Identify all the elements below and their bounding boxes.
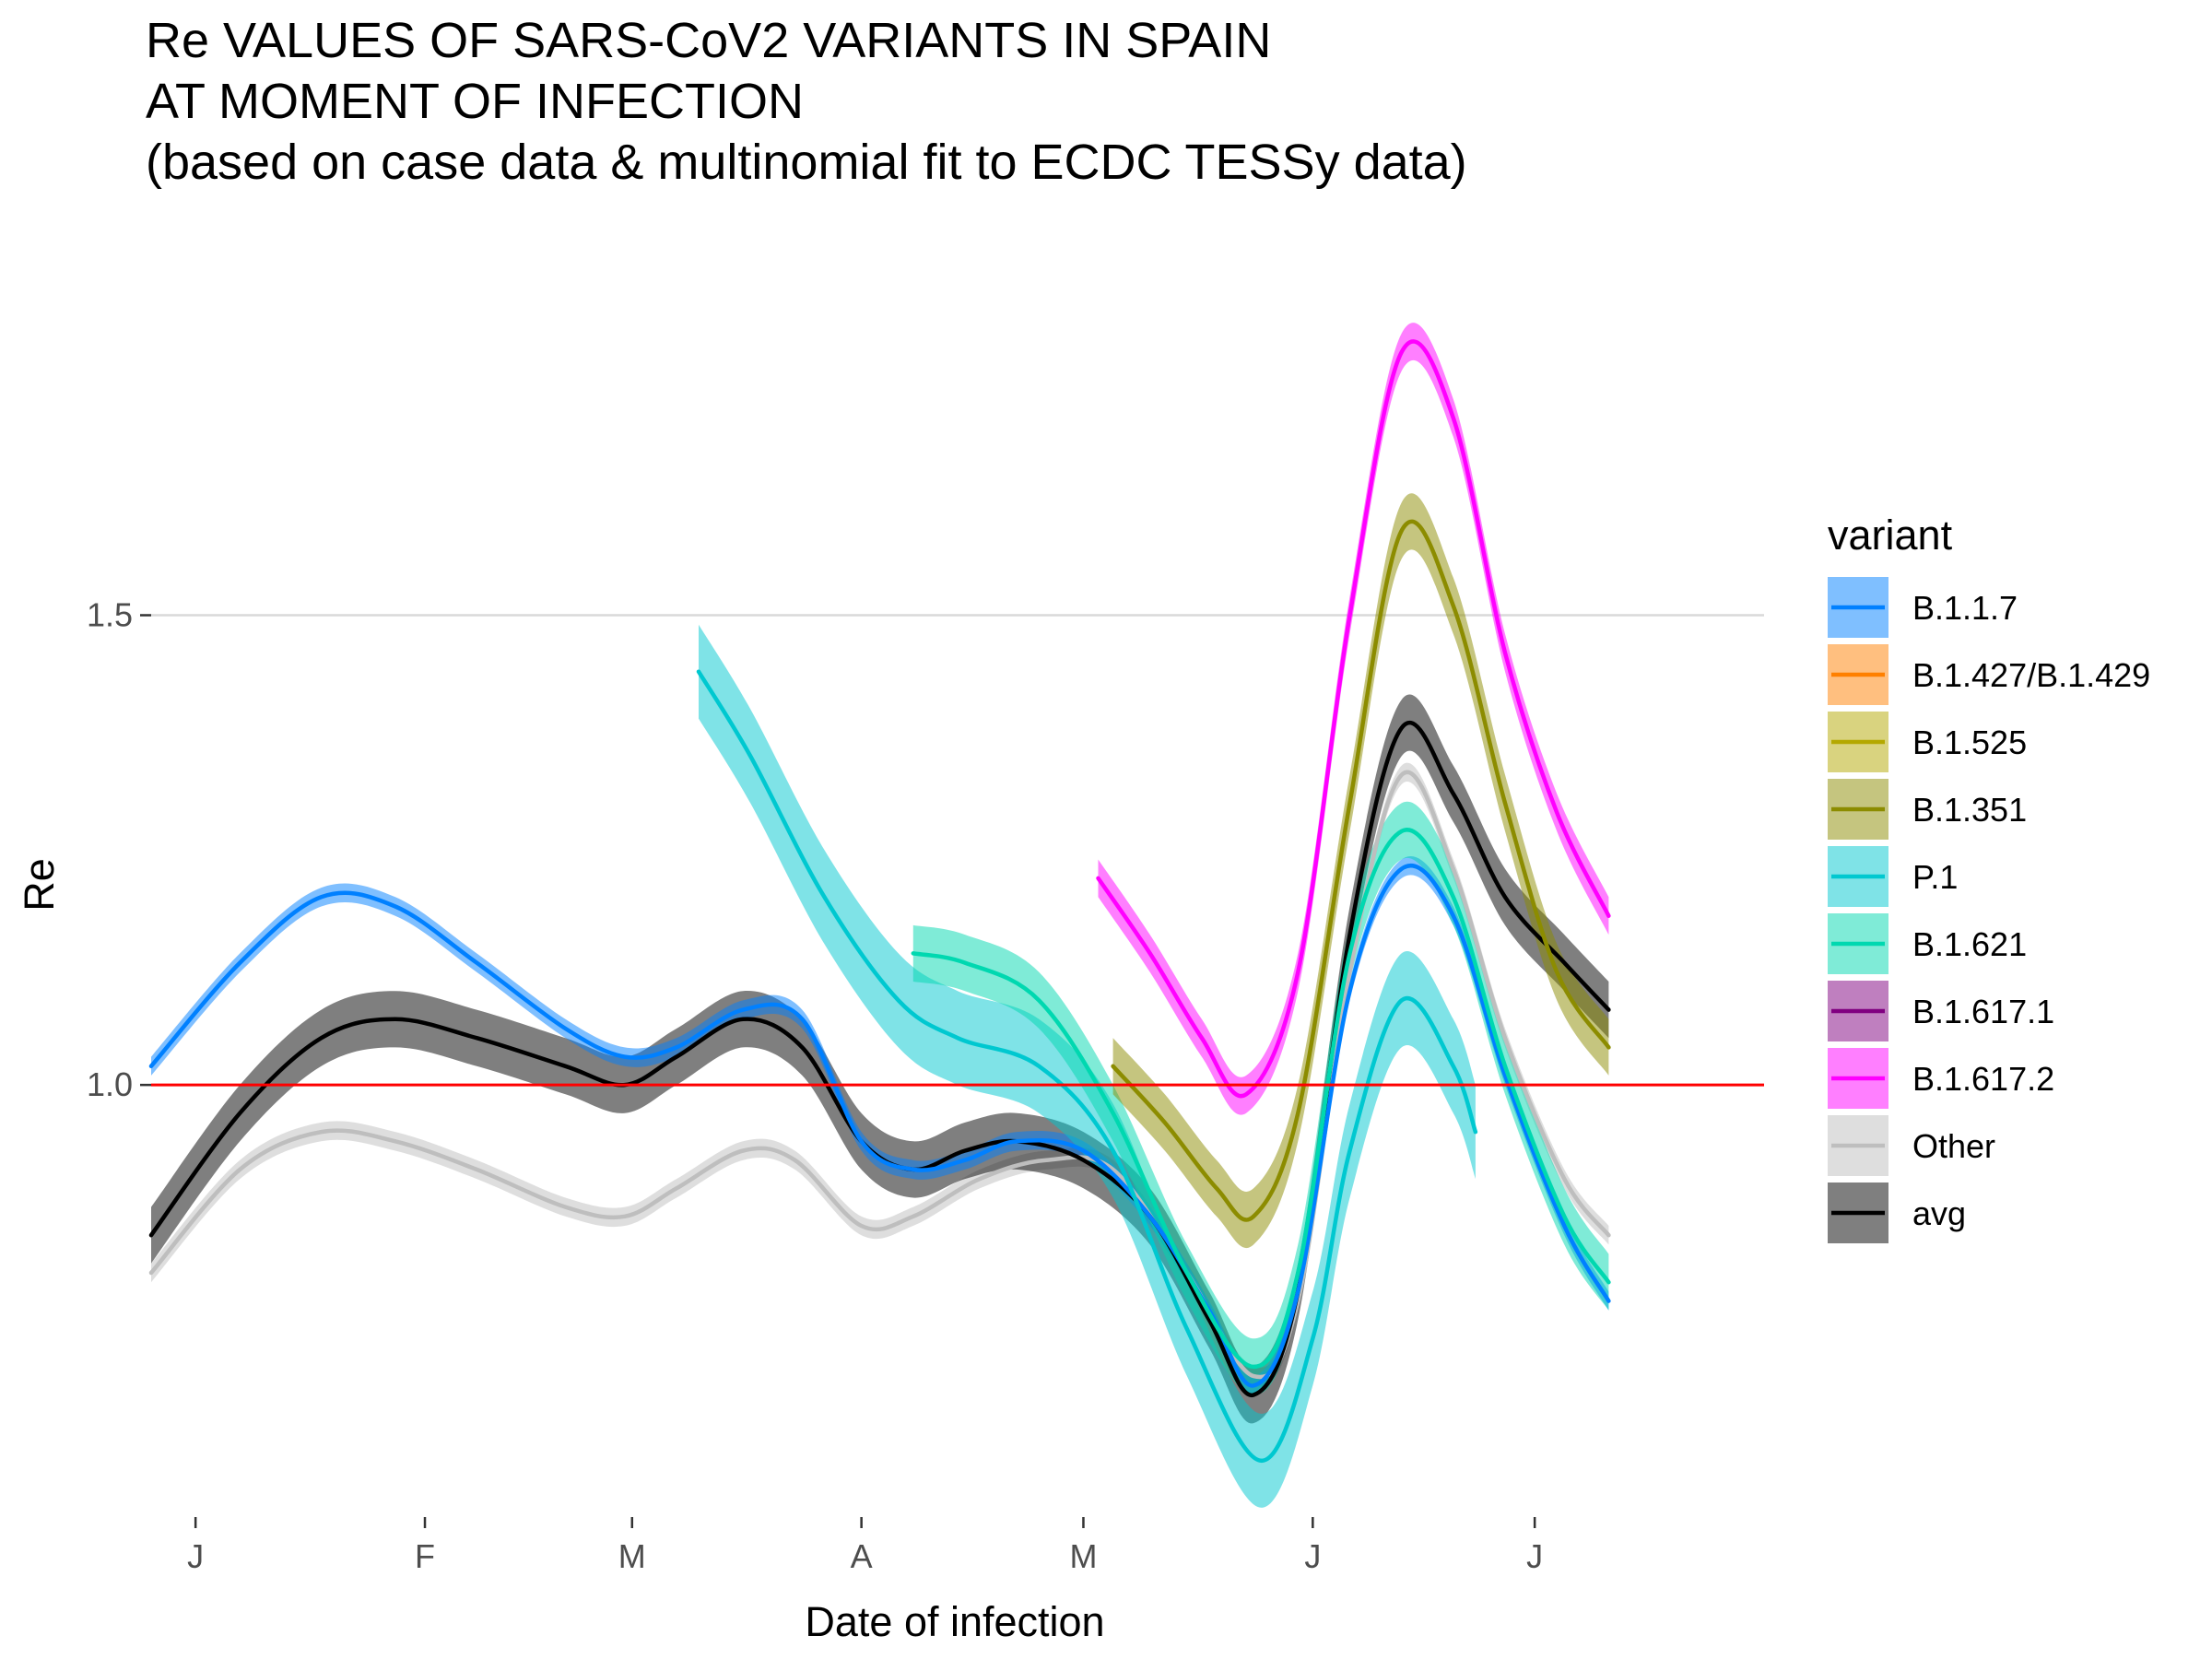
y-tick-label: 1.5 (87, 596, 133, 634)
legend-item-b-1-617-2: B.1.617.2 (1828, 1048, 2054, 1109)
legend-item-p-1: P.1 (1828, 846, 1958, 907)
legend-label: avg (1912, 1194, 1966, 1232)
line-other (148, 770, 1611, 1380)
line-b-1-1-7 (148, 863, 1611, 1388)
legend-item-b-1-351: B.1.351 (1828, 779, 2027, 840)
legend-item-b-1-1-7: B.1.1.7 (1828, 577, 2018, 638)
legend-label: P.1 (1912, 858, 1958, 896)
title-line-3: (based on case data & multinomial fit to… (146, 135, 1467, 190)
x-axis-title: Date of infection (805, 1598, 1104, 1645)
legend-item-b-1-617-1: B.1.617.1 (1828, 981, 2054, 1041)
legend-label: B.1.351 (1912, 791, 2027, 829)
legend-item-b-1-621: B.1.621 (1828, 913, 2027, 974)
legend-label: B.1.525 (1912, 724, 2027, 761)
legend-label: B.1.621 (1912, 925, 2027, 963)
legend-item-b-1-525: B.1.525 (1828, 712, 2027, 772)
legend-label: B.1.427/B.1.429 (1912, 656, 2150, 694)
line-b-1-617-2 (1096, 339, 1611, 1099)
y-axis-title: Re (16, 858, 63, 912)
x-tick-label: J (1526, 1537, 1543, 1575)
line-b-1-351 (1111, 519, 1611, 1222)
legend-label: Other (1912, 1127, 1995, 1165)
legend-label: B.1.617.1 (1912, 993, 2054, 1030)
legend-item-other: Other (1828, 1115, 1995, 1176)
title-line-1: Re VALUES OF SARS-CoV2 VARIANTS IN SPAIN (146, 13, 1271, 68)
band-b-1-617-2 (1098, 323, 1609, 1115)
legend-item-b-1-427-b-1-429: B.1.427/B.1.429 (1828, 644, 2150, 705)
legend-title: variant (1828, 512, 1953, 559)
x-tick-label: M (1069, 1537, 1097, 1575)
y-axis: 1.0 1.5 (87, 596, 151, 1103)
x-tick-label: A (851, 1537, 873, 1575)
title-line-2: AT MOMENT OF INFECTION (146, 74, 804, 129)
plot-panel (148, 323, 1764, 1508)
x-tick-label: M (618, 1537, 646, 1575)
x-tick-label: J (1304, 1537, 1321, 1575)
series-lines (148, 339, 1611, 1464)
y-tick-label: 1.0 (87, 1065, 133, 1103)
legend: variant B.1.1.7 B.1.427/B.1.429 B.1.525 B.1… (1828, 512, 2150, 1243)
x-tick-label: J (187, 1537, 204, 1575)
x-tick-label: F (415, 1537, 435, 1575)
legend-label: B.1.617.2 (1912, 1060, 2054, 1098)
line-b-1-621 (911, 828, 1611, 1370)
chart-title: Re VALUES OF SARS-CoV2 VARIANTS IN SPAIN… (146, 13, 1467, 190)
legend-label: B.1.1.7 (1912, 589, 2018, 627)
legend-item-avg: avg (1828, 1182, 1966, 1243)
line-p-1 (696, 669, 1478, 1464)
